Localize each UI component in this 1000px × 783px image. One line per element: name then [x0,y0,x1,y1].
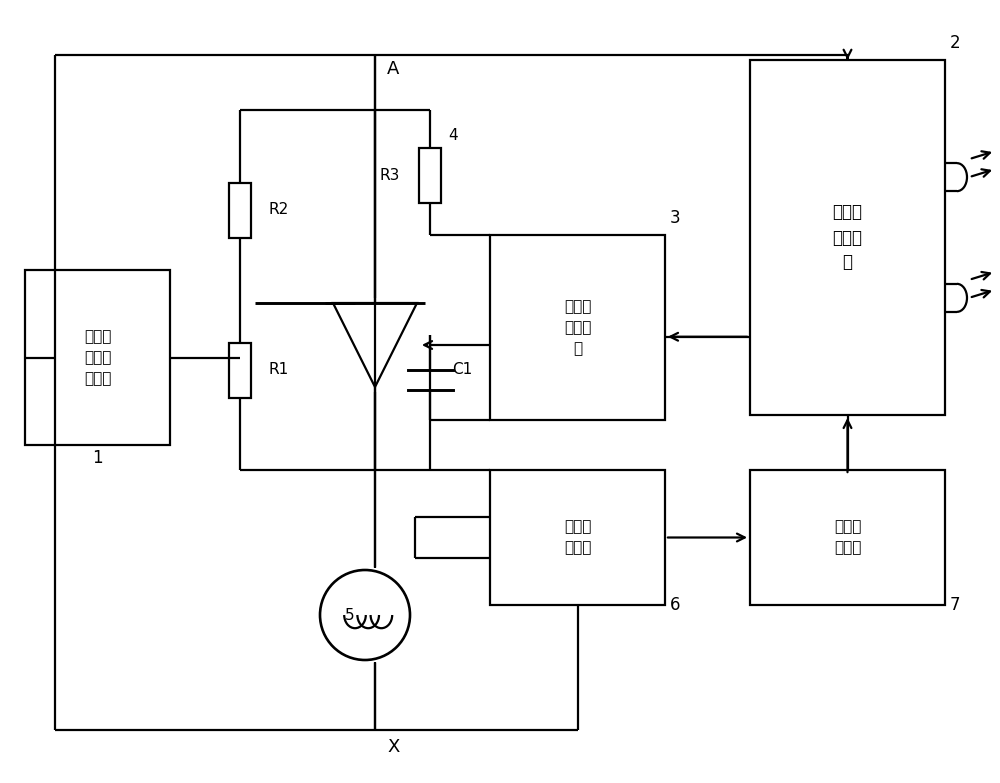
Polygon shape [333,303,417,387]
Bar [750,60,945,415]
Text: 电源监
测单元: 电源监 测单元 [834,519,861,555]
Text: 2: 2 [950,34,961,52]
Text: R2: R2 [268,203,288,218]
Text: 7: 7 [950,596,960,614]
Bar [419,147,441,203]
Text: R1: R1 [268,363,288,377]
Text: 3: 3 [670,209,681,227]
Text: 5: 5 [345,608,355,622]
Text: X: X [387,738,399,756]
Text: R3: R3 [380,168,400,182]
Text: 4: 4 [448,128,458,143]
Text: 监控与
通讯单
元: 监控与 通讯单 元 [832,204,862,272]
Bar [25,270,170,445]
Bar [229,342,251,398]
Bar [490,235,665,420]
Text: 6: 6 [670,596,680,614]
Text: A: A [387,60,399,78]
Text: 晋闸管
触发单
元: 晋闸管 触发单 元 [564,299,591,356]
Text: C1: C1 [452,363,472,377]
Text: 悬浮取
能单元: 悬浮取 能单元 [564,519,591,555]
Bar [750,470,945,605]
Bar [229,182,251,237]
Text: 1: 1 [92,449,103,467]
Text: 晋闸管
过压监
测单元: 晋闸管 过压监 测单元 [84,329,111,386]
Bar [490,470,665,605]
